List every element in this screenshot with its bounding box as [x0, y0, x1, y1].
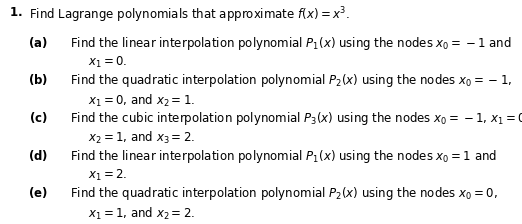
Text: $\mathbf{(a)}$: $\mathbf{(a)}$ [28, 35, 48, 50]
Text: $\mathbf{(d)}$: $\mathbf{(d)}$ [28, 148, 48, 163]
Text: Find the linear interpolation polynomial $P_1(x)$ using the nodes $x_0 = -1$ and: Find the linear interpolation polynomial… [70, 35, 512, 52]
Text: $x_1 = 1$, and $x_2 = 2$.: $x_1 = 1$, and $x_2 = 2$. [88, 205, 195, 222]
Text: $x_1 = 0$, and $x_2 = 1$.: $x_1 = 0$, and $x_2 = 1$. [88, 93, 195, 109]
Text: $x_1 = 0$.: $x_1 = 0$. [88, 55, 127, 70]
Text: $\mathbf{(b)}$: $\mathbf{(b)}$ [28, 72, 48, 87]
Text: $\mathbf{(e)}$: $\mathbf{(e)}$ [28, 185, 48, 200]
Text: Find the linear interpolation polynomial $P_1(x)$ using the nodes $x_0 = 1$ and: Find the linear interpolation polynomial… [70, 148, 497, 165]
Text: Find the cubic interpolation polynomial $P_3(x)$ using the nodes $x_0 = -1$, $x_: Find the cubic interpolation polynomial … [70, 110, 522, 127]
Text: $x_1 = 2$.: $x_1 = 2$. [88, 168, 127, 183]
Text: $x_2 = 1$, and $x_3 = 2$.: $x_2 = 1$, and $x_3 = 2$. [88, 130, 195, 146]
Text: Find Lagrange polynomials that approximate $f(x) = x^3$.: Find Lagrange polynomials that approxima… [29, 6, 350, 25]
Text: $\mathbf{(c)}$: $\mathbf{(c)}$ [29, 110, 48, 125]
Text: Find the quadratic interpolation polynomial $P_2(x)$ using the nodes $x_0 = 0$,: Find the quadratic interpolation polynom… [70, 185, 498, 202]
Text: Find the quadratic interpolation polynomial $P_2(x)$ using the nodes $x_0 = -1$,: Find the quadratic interpolation polynom… [70, 72, 513, 89]
Text: $\mathbf{1.}$: $\mathbf{1.}$ [9, 6, 23, 19]
